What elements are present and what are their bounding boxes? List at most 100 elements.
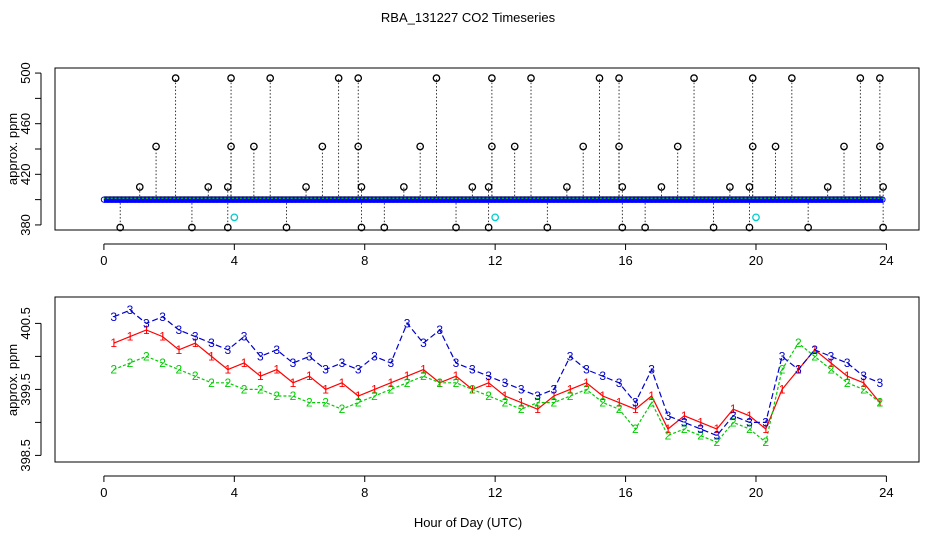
series-1-point: 1: [730, 402, 737, 416]
series-1-point: 1: [469, 382, 476, 396]
flag-point: [726, 183, 734, 191]
baseline-point: [386, 196, 393, 203]
baseline-point: [625, 196, 632, 203]
baseline-point: [218, 196, 225, 203]
baseline-point: [554, 196, 561, 203]
series-2-point: 2: [828, 363, 835, 377]
baseline-point: [128, 196, 135, 203]
series-2-point: 2: [779, 363, 786, 377]
flag-point: [748, 74, 757, 82]
baseline-point: [405, 196, 413, 203]
series-1-point: 1: [290, 376, 297, 390]
baseline-point: [398, 196, 405, 203]
series-1-point: 1: [795, 363, 802, 377]
baseline-point: [672, 196, 679, 203]
baseline-point: [875, 196, 882, 203]
flag-point: [468, 183, 477, 191]
series-2-point: 2: [241, 382, 248, 396]
baseline-point: [132, 196, 139, 203]
baseline-point: [539, 196, 546, 203]
baseline-point: [765, 196, 773, 203]
series-1-point: 1: [860, 376, 867, 390]
baseline-point: [261, 196, 268, 203]
series-1-point: 1: [306, 369, 313, 383]
baseline-point: [808, 196, 816, 203]
series-1-point: 1: [502, 389, 509, 403]
baseline-point: [421, 196, 428, 203]
baseline-point: [683, 196, 690, 203]
baseline-point: [269, 196, 276, 203]
series-3-point: 3: [355, 363, 362, 377]
baseline-point: [801, 196, 808, 203]
baseline-point: [222, 196, 229, 203]
series-3-point: 3: [241, 330, 248, 344]
panel-1-x-tick-label: 24: [879, 253, 893, 268]
series-1-point: 1: [273, 363, 280, 377]
baseline-point: [585, 196, 593, 203]
flag-point: [879, 223, 887, 232]
flag-point: [302, 183, 310, 191]
panel-1-x-tick-label: 20: [749, 253, 763, 268]
series-1-point: 1: [404, 369, 411, 383]
flag-point: [223, 223, 232, 232]
panel-2-x-tick-label: 16: [618, 485, 632, 500]
series-2-point: 2: [795, 336, 802, 350]
panel-2-ylabel: approx. ppm: [5, 344, 20, 416]
baseline-point: [362, 196, 370, 203]
baseline-point: [546, 196, 554, 203]
series-3-point: 3: [257, 349, 264, 363]
baseline-point: [699, 196, 706, 203]
series-3-point: 3: [176, 323, 183, 337]
baseline-point: [707, 196, 714, 203]
series-2-point: 2: [599, 396, 606, 410]
baseline-point: [441, 196, 448, 203]
flag-point: [452, 223, 460, 232]
baseline-point: [511, 196, 518, 203]
panel-1-y-tick-label: 420: [18, 163, 33, 185]
baseline-point: [198, 196, 205, 203]
baseline-point: [488, 196, 495, 203]
series-2-point: 2: [436, 376, 443, 390]
baseline-point: [253, 196, 260, 203]
panel-1-x-tick-label: 0: [100, 253, 107, 268]
panel-1-ylabel: approx. ppm: [5, 113, 20, 185]
baseline-point: [378, 196, 385, 203]
baseline-point: [163, 196, 170, 203]
baseline-point: [832, 196, 839, 203]
panel-2-x-tick-label: 8: [361, 485, 368, 500]
series-2-point: 2: [387, 382, 394, 396]
baseline-point: [370, 196, 377, 203]
baseline-point: [562, 196, 569, 203]
baseline-point: [793, 196, 800, 203]
series-2-point: 2: [420, 369, 427, 383]
baseline-point: [237, 196, 244, 203]
co2-raw-panel: 0 4 8 12 16 20 24 380 420 460 500 approx. ppm: [5, 62, 920, 268]
baseline-point: [636, 196, 644, 203]
series-1-point: 1: [714, 422, 721, 436]
baseline-point: [785, 196, 792, 203]
series-1-point: 1: [632, 402, 639, 416]
baseline-point: [722, 196, 730, 203]
panel-2-x-tick-label: 0: [100, 485, 107, 500]
baseline-point: [578, 196, 585, 203]
baseline-point: [449, 196, 456, 203]
baseline-point: [769, 196, 777, 203]
flag-point: [876, 142, 884, 151]
baseline-point: [433, 196, 440, 203]
baseline-point: [452, 196, 460, 203]
baseline-point: [276, 196, 284, 203]
flag-point: [484, 183, 493, 191]
series-2-point: 2: [469, 382, 476, 396]
series-2-point: 2: [110, 363, 117, 377]
baseline-point: [648, 196, 655, 203]
baseline-point: [394, 196, 401, 203]
series-1-point: 1: [567, 382, 574, 396]
flag-point: [357, 223, 366, 232]
series-2-point: 2: [192, 369, 199, 383]
baseline-point: [417, 196, 424, 203]
flag-point: [188, 223, 196, 232]
series-2-point: 2: [877, 396, 884, 410]
baseline-point: [558, 196, 565, 203]
